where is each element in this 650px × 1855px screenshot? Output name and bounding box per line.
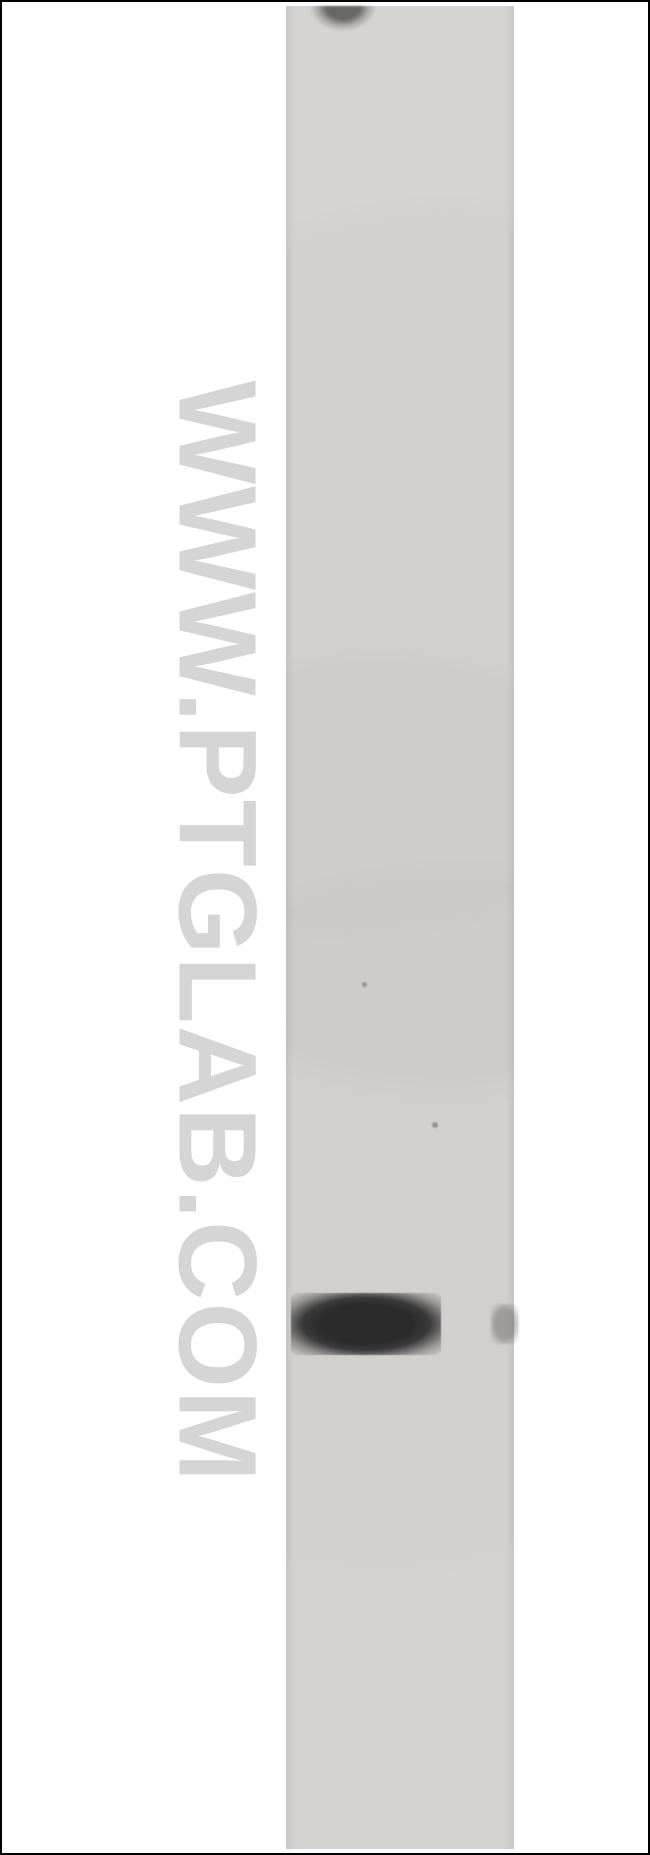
blot-lane	[286, 6, 514, 1849]
speck-0	[432, 1122, 438, 1128]
lane-top-smudge	[309, 6, 377, 32]
band-main-band	[291, 1293, 441, 1355]
speck-1	[362, 982, 367, 987]
lane-background	[286, 6, 514, 1849]
blot-lane-area	[286, 6, 514, 1849]
band-faint-band-right	[491, 1304, 518, 1344]
marker-labels-column: 250kd→150kd→100kd→70kd→50kd→	[2, 2, 284, 1853]
figure-frame: WWW.PTGLAB.COM 250kd→150kd→100kd→70kd→50…	[0, 0, 650, 1855]
